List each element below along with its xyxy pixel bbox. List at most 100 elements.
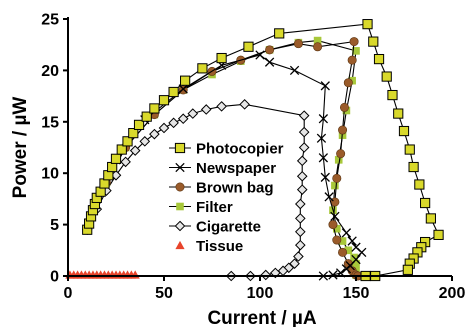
photocopier-point-25	[368, 36, 379, 47]
photocopier-point-21	[216, 52, 227, 64]
photocopier-point-27	[381, 71, 392, 82]
legend-entry-tissue: Tissue	[175, 238, 243, 255]
brown-bag-point-15	[336, 149, 346, 159]
cigarette-point-12	[200, 104, 212, 115]
legend-label-newspaper: Newspaper	[196, 160, 276, 177]
brown-bag-point-18	[328, 220, 338, 230]
brown-bag-point-12	[343, 78, 353, 88]
cigarette-point-23	[295, 226, 306, 238]
photocopier-point-26	[373, 53, 385, 65]
legend-entry-newspaper: Newspaper	[169, 160, 276, 177]
photocopier-point-31	[404, 144, 415, 155]
filter-point-17	[333, 224, 341, 233]
cigarette-point-10	[177, 113, 189, 125]
photocopier-point-19	[180, 75, 191, 86]
newspaper-point-14	[324, 192, 334, 202]
legend-label-photocopier: Photocopier	[196, 141, 284, 158]
photocopier-point-16	[149, 103, 160, 114]
series-photocopier	[82, 19, 444, 282]
photocopier-point-32	[408, 161, 419, 173]
legend-marker-tissue	[175, 240, 185, 250]
newspaper-point-9	[320, 81, 330, 91]
y-tick-label-5: 5	[50, 217, 59, 234]
photocopier-point-10	[110, 153, 122, 164]
x-tick-label-150: 150	[343, 285, 370, 302]
x-axis-title: Current / µA	[207, 308, 316, 327]
cigarette-point-13	[216, 101, 227, 112]
newspaper-point-13	[320, 172, 330, 182]
brown-bag-point-11	[347, 55, 357, 65]
newspaper-point-22	[341, 264, 352, 274]
legend-marker-cigarette	[174, 220, 186, 232]
newspaper-point-19	[357, 247, 367, 258]
photocopier-point-12	[122, 136, 133, 147]
filter-point-14	[334, 156, 343, 164]
newspaper-point-24	[328, 270, 338, 280]
brown-bag-point-13	[339, 102, 349, 112]
cigarette-point-15	[298, 110, 310, 121]
series-tissue	[65, 270, 140, 279]
newspaper-point-11	[316, 133, 327, 143]
legend-label-tissue: Tissue	[196, 238, 243, 255]
brown-bag-point-19	[332, 235, 342, 245]
newspaper-point-12	[318, 153, 329, 163]
cigarette-point-21	[295, 198, 306, 210]
newspaper-point-16	[341, 228, 352, 238]
y-tick-label-15: 15	[41, 114, 59, 131]
filter-point-15	[331, 181, 339, 190]
legend-entry-photocopier: Photocopier	[169, 141, 284, 158]
newspaper-point-15	[330, 211, 340, 222]
legend-entry-brown-bag: Brown bag	[169, 180, 274, 197]
legend-marker-newspaper	[175, 162, 185, 173]
cigarette-point-24	[295, 239, 306, 251]
cigarette-point-8	[158, 122, 170, 134]
newspaper-point-17	[347, 236, 357, 246]
cigarette-point-11	[187, 108, 199, 119]
photocopier-point-13	[128, 128, 139, 139]
newspaper-point-4	[178, 84, 188, 94]
newspaper-point-8	[289, 65, 300, 76]
cigarette-point-6	[139, 136, 151, 147]
x-tick-label-200: 200	[439, 285, 466, 302]
brown-bag-point-9	[313, 42, 323, 52]
photocopier-point-42	[402, 264, 413, 275]
photocopier-point-22	[243, 41, 254, 52]
filter-point-19	[344, 246, 353, 255]
photocopier-point-36	[433, 229, 444, 240]
x-tick-label-50: 50	[155, 285, 173, 302]
cigarette-point-22	[295, 213, 306, 224]
cigarette-point-18	[296, 155, 308, 167]
newspaper-point-10	[318, 114, 329, 124]
brown-bag-point-7	[265, 45, 275, 55]
x-tick-label-100: 100	[247, 285, 274, 302]
cigarette-point-17	[298, 142, 310, 153]
photocopier-point-14	[133, 119, 145, 130]
filter-point-18	[338, 237, 347, 245]
legend-label-cigarette: Cigarette	[196, 219, 261, 236]
brown-bag-point-14	[338, 125, 348, 135]
newspaper-point-6	[255, 50, 265, 60]
cigarette-point-25	[293, 251, 304, 262]
photocopier-point-24	[362, 19, 373, 30]
brown-bag-point-16	[332, 173, 342, 183]
legend-entry-filter: Filter	[169, 199, 233, 216]
filter-point-9	[313, 36, 322, 45]
photocopier-point-33	[414, 179, 425, 190]
brown-bag-point-8	[293, 39, 303, 49]
photocopier-point-15	[141, 111, 152, 122]
photocopier-point-35	[425, 213, 436, 224]
photocopier-point-28	[387, 89, 398, 101]
photocopier-point-17	[158, 95, 170, 106]
brown-bag-point-20	[338, 247, 348, 257]
y-tick-label-10: 10	[41, 166, 59, 183]
photocopier-point-29	[393, 108, 404, 119]
legend-label-brown-bag: Brown bag	[196, 180, 274, 197]
legend-marker-brown-bag	[175, 182, 185, 192]
photocopier-point-23	[274, 28, 285, 39]
y-tick-label-25: 25	[41, 12, 59, 29]
y-tick-label-20: 20	[41, 63, 59, 80]
x-tick-label-0: 0	[64, 285, 73, 302]
newspaper-point-7	[264, 57, 275, 67]
y-axis-title: Power / µW	[10, 97, 31, 199]
